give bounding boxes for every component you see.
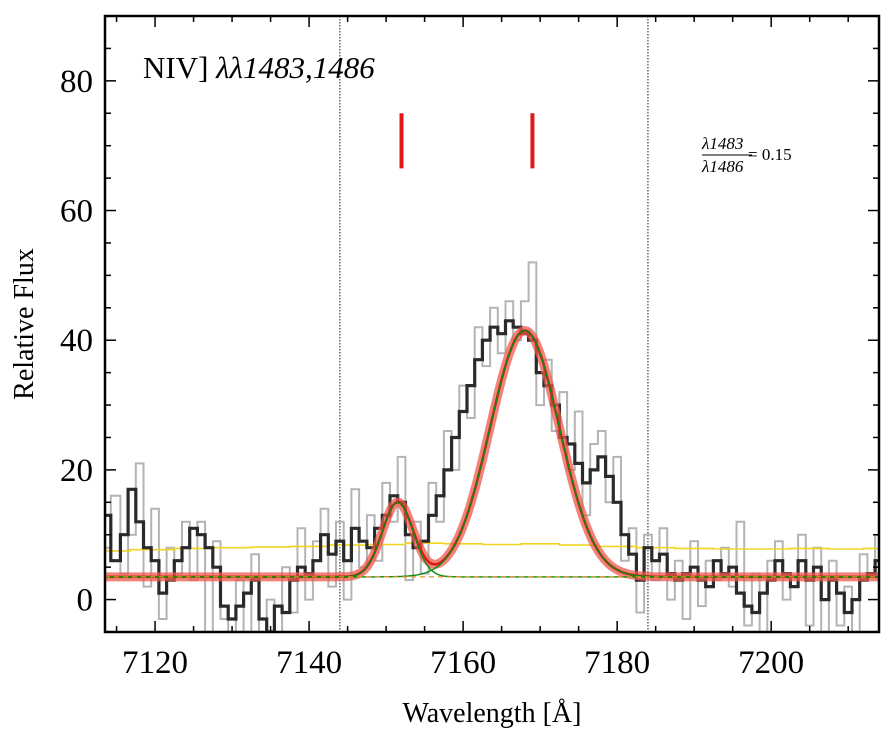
- y-tick-label: 60: [60, 194, 93, 230]
- y-tick-label: 80: [60, 64, 93, 100]
- line-label: NIV] λλ1483,1486: [143, 50, 375, 85]
- error-spectrum-line: [105, 542, 879, 552]
- fit-total-line: [105, 329, 879, 579]
- x-axis-title: Wavelength [Å]: [403, 698, 582, 729]
- ratio-annotation: λ1483 λ1486 = 0.15: [701, 134, 792, 176]
- x-tick-label: 7120: [122, 645, 188, 681]
- y-tick-label: 0: [77, 583, 94, 619]
- ratio-value: = 0.15: [748, 145, 792, 164]
- y-tick-label: 40: [60, 323, 93, 359]
- smoothed-spectrum-line: [105, 319, 879, 632]
- plot-frame: [103, 14, 881, 634]
- x-tick-label: 7200: [738, 645, 804, 681]
- x-tick-label: 7160: [430, 645, 496, 681]
- y-axis-title: Relative Flux: [9, 248, 40, 400]
- ratio-numerator: λ1483: [701, 134, 743, 153]
- fit-component-2: [105, 329, 879, 578]
- line-label-italic: λλ1483,1486: [215, 50, 375, 85]
- x-tick-label: 7140: [276, 645, 342, 681]
- ratio-denominator: λ1486: [701, 157, 744, 176]
- tick-labels: 7120 7140 7160 7180 7200 0 20 40 60 80: [60, 64, 804, 681]
- x-tick-label: 7180: [584, 645, 650, 681]
- plot-area: [105, 16, 879, 632]
- y-tick-label: 20: [60, 453, 93, 489]
- raw-spectrum-line: [105, 261, 879, 632]
- line-label-roman: NIV]: [143, 50, 216, 85]
- axis-ticks: [105, 15, 879, 633]
- fit-envelope-band: [105, 326, 879, 582]
